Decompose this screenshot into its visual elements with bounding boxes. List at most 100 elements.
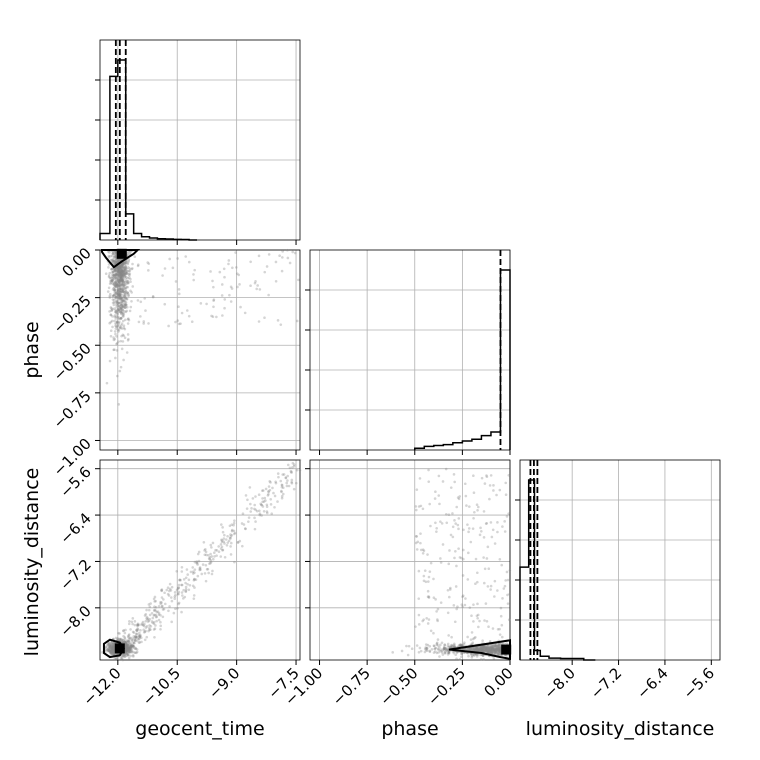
scatter-geocent-time-vs-phase-point xyxy=(286,256,290,260)
scatter-phase-vs-luminosity-distance-point xyxy=(482,648,486,652)
scatter-geocent-time-vs-luminosity-distance-point xyxy=(126,639,130,643)
scatter-phase-vs-luminosity-distance-point xyxy=(494,649,497,653)
scatter-phase-vs-luminosity-distance-point xyxy=(473,654,476,657)
scatter-geocent-time-vs-luminosity-distance-point xyxy=(204,579,208,583)
scatter-phase-vs-luminosity-distance-point xyxy=(423,650,427,654)
scatter-geocent-time-vs-phase-point xyxy=(115,272,119,276)
scatter-geocent-time-vs-phase-point xyxy=(119,263,123,267)
scatter-geocent-time-vs-phase-point xyxy=(123,275,127,279)
scatter-geocent-time-vs-phase-point xyxy=(123,269,126,272)
scatter-phase-vs-luminosity-distance-point xyxy=(466,523,469,526)
scatter-phase-vs-luminosity-distance-point xyxy=(498,647,501,650)
scatter-geocent-time-vs-luminosity-distance-point xyxy=(157,611,161,615)
scatter-geocent-time-vs-phase-point xyxy=(120,269,123,272)
scatter-geocent-time-vs-luminosity-distance-point xyxy=(273,494,277,498)
scatter-geocent-time-vs-luminosity-distance-point xyxy=(145,608,148,612)
scatter-phase-vs-luminosity-distance-point xyxy=(448,645,451,648)
scatter-phase-vs-luminosity-distance-point xyxy=(483,649,487,653)
scatter-geocent-time-vs-luminosity-distance-point xyxy=(199,568,202,571)
scatter-phase-vs-luminosity-distance-point xyxy=(428,650,432,654)
scatter-geocent-time-vs-phase-point xyxy=(114,281,117,284)
scatter-phase-vs-luminosity-distance-point xyxy=(436,644,440,647)
scatter-phase-vs-luminosity-distance-point xyxy=(453,620,457,624)
scatter-geocent-time-vs-luminosity-distance-point xyxy=(113,657,117,661)
panels-layer xyxy=(95,39,721,665)
scatter-phase-vs-luminosity-distance-point xyxy=(479,649,483,652)
xtick-label-geocent-time: −12.0 xyxy=(79,664,124,709)
scatter-geocent-time-vs-luminosity-distance-point xyxy=(223,542,226,545)
scatter-geocent-time-vs-luminosity-distance-point xyxy=(138,635,141,638)
scatter-phase-vs-luminosity-distance-point xyxy=(486,649,489,653)
scatter-geocent-time-vs-phase-point xyxy=(115,291,118,294)
scatter-geocent-time-vs-phase-point xyxy=(114,332,117,336)
scatter-geocent-time-vs-luminosity-distance-point xyxy=(145,615,149,619)
scatter-geocent-time-vs-luminosity-distance-point xyxy=(272,491,275,495)
scatter-phase-vs-luminosity-distance-point xyxy=(474,582,477,586)
scatter-geocent-time-vs-luminosity-distance-point xyxy=(131,646,135,650)
scatter-geocent-time-vs-phase-point xyxy=(229,300,233,303)
scatter-geocent-time-vs-luminosity-distance-point xyxy=(122,634,125,638)
scatter-phase-vs-luminosity-distance-point xyxy=(497,648,501,652)
scatter-geocent-time-vs-phase-point xyxy=(122,281,125,284)
scatter-phase-vs-luminosity-distance-point xyxy=(473,648,477,651)
scatter-geocent-time-vs-luminosity-distance-point xyxy=(268,488,272,492)
scatter-phase-vs-luminosity-distance-point xyxy=(428,502,431,506)
scatter-geocent-time-vs-phase-point xyxy=(120,287,123,291)
scatter-geocent-time-vs-luminosity-distance-point xyxy=(121,654,124,658)
scatter-phase-vs-luminosity-distance-point xyxy=(405,644,408,648)
scatter-geocent-time-vs-luminosity-distance-point xyxy=(194,578,198,581)
scatter-geocent-time-vs-luminosity-distance-point xyxy=(120,654,124,658)
scatter-geocent-time-vs-phase-frame xyxy=(99,249,301,451)
scatter-geocent-time-vs-luminosity-distance-point xyxy=(110,646,114,650)
scatter-geocent-time-vs-luminosity-distance-point xyxy=(128,645,132,648)
scatter-geocent-time-vs-luminosity-distance-point xyxy=(124,645,127,648)
scatter-geocent-time-vs-luminosity-distance-point xyxy=(205,567,209,571)
scatter-geocent-time-vs-luminosity-distance-point xyxy=(170,599,174,603)
scatter-geocent-time-vs-phase-point xyxy=(136,264,140,268)
scatter-geocent-time-vs-phase-point xyxy=(118,272,121,275)
scatter-geocent-time-vs-phase-point xyxy=(112,278,115,281)
scatter-geocent-time-vs-phase-point xyxy=(123,296,127,300)
scatter-phase-vs-luminosity-distance-point xyxy=(450,643,454,647)
scatter-geocent-time-vs-luminosity-distance-point xyxy=(128,648,132,651)
scatter-geocent-time-vs-phase-point xyxy=(128,269,131,273)
scatter-phase-vs-luminosity-distance-point xyxy=(484,646,487,649)
scatter-geocent-time-vs-phase-point xyxy=(121,262,125,266)
scatter-phase-vs-luminosity-distance-point xyxy=(479,646,482,649)
scatter-phase-vs-luminosity-distance-point xyxy=(474,646,478,649)
scatter-phase-vs-luminosity-distance-point xyxy=(492,644,495,647)
scatter-geocent-time-vs-luminosity-distance-point xyxy=(106,643,109,647)
scatter-phase-vs-luminosity-distance-point xyxy=(452,644,456,648)
scatter-geocent-time-vs-luminosity-distance-point xyxy=(203,549,206,552)
scatter-geocent-time-vs-phase-point xyxy=(117,304,121,308)
scatter-geocent-time-vs-luminosity-distance-point xyxy=(291,466,294,469)
scatter-geocent-time-vs-luminosity-distance-point xyxy=(109,643,113,647)
scatter-geocent-time-vs-phase-point xyxy=(121,282,125,286)
scatter-phase-vs-luminosity-distance-point xyxy=(490,651,494,654)
scatter-geocent-time-vs-phase-point xyxy=(117,308,121,312)
scatter-geocent-time-vs-phase-point xyxy=(111,298,115,301)
scatter-geocent-time-vs-luminosity-distance-point xyxy=(280,485,284,489)
xtick-label-phase: 0.00 xyxy=(480,664,516,700)
scatter-geocent-time-vs-phase-point xyxy=(123,336,127,340)
scatter-phase-vs-luminosity-distance-frame xyxy=(309,459,511,661)
scatter-geocent-time-vs-luminosity-distance-point xyxy=(253,503,257,507)
scatter-geocent-time-vs-luminosity-distance-point xyxy=(262,510,266,513)
scatter-geocent-time-vs-luminosity-distance-point xyxy=(108,649,111,652)
scatter-geocent-time-vs-phase-point xyxy=(120,281,124,285)
scatter-geocent-time-vs-luminosity-distance-point xyxy=(120,656,124,660)
scatter-geocent-time-vs-luminosity-distance-point xyxy=(176,592,180,596)
scatter-phase-vs-luminosity-distance-point xyxy=(470,656,474,659)
scatter-phase-vs-luminosity-distance-point xyxy=(459,644,462,647)
scatter-geocent-time-vs-luminosity-distance-point xyxy=(159,624,163,628)
scatter-phase-vs-luminosity-distance-point xyxy=(480,476,484,480)
scatter-phase-vs-luminosity-distance-point xyxy=(478,647,482,650)
scatter-phase-vs-luminosity-distance-point xyxy=(479,648,483,651)
scatter-geocent-time-vs-phase-point xyxy=(221,314,224,317)
scatter-geocent-time-vs-luminosity-distance-point xyxy=(160,588,164,591)
scatter-geocent-time-vs-phase-point xyxy=(112,348,115,352)
scatter-geocent-time-vs-luminosity-distance-point xyxy=(109,644,112,647)
scatter-phase-vs-luminosity-distance-point xyxy=(470,642,474,646)
scatter-geocent-time-vs-phase-point xyxy=(126,291,129,294)
scatter-geocent-time-vs-phase-point xyxy=(114,327,118,330)
